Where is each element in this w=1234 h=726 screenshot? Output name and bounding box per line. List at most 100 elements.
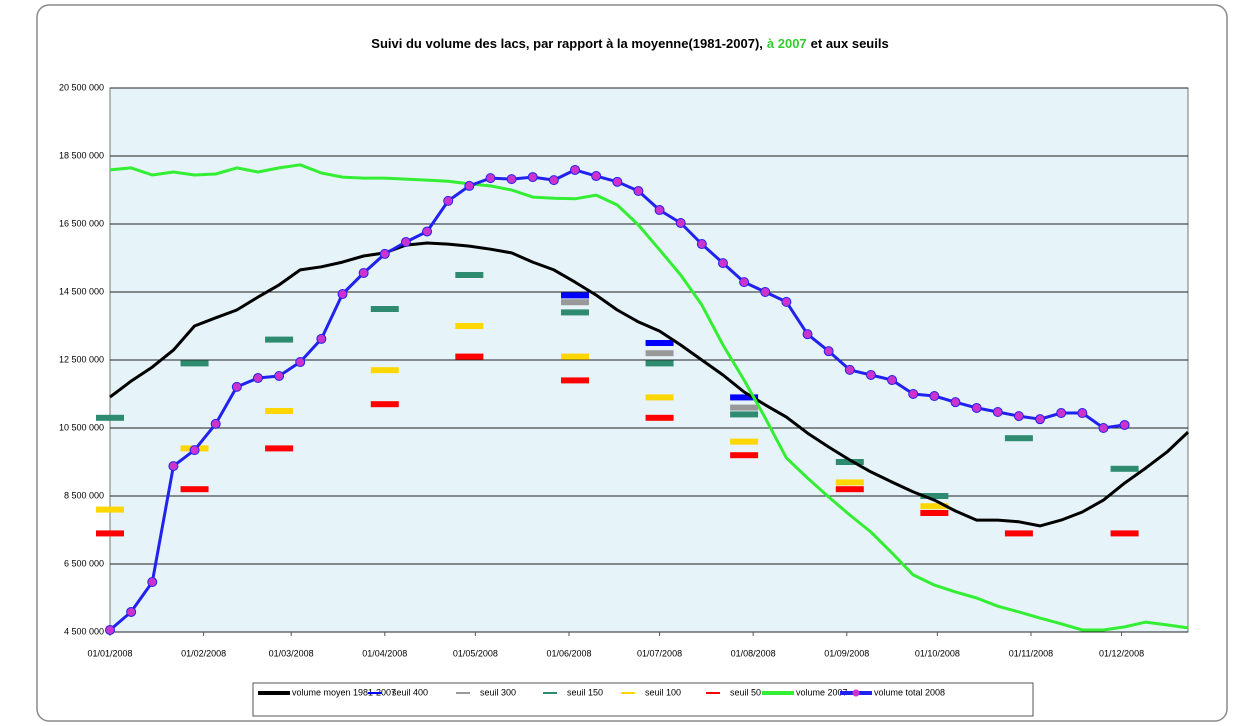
x-tick-label: 01/10/2008 [915, 648, 960, 658]
y-tick-label: 20 500 000 [59, 82, 104, 92]
threshold-marker [835, 459, 864, 465]
series-marker [1077, 408, 1088, 419]
series-marker [274, 370, 285, 381]
series-marker [654, 205, 665, 216]
x-tick-label: 01/08/2008 [731, 648, 776, 658]
threshold-marker [645, 394, 674, 401]
y-tick-label: 10 500 000 [59, 422, 104, 432]
threshold-marker [265, 408, 294, 414]
threshold-marker [180, 360, 209, 367]
series-marker [358, 267, 369, 278]
series-marker [971, 402, 982, 413]
series-marker [612, 176, 623, 187]
legend-label: seuil 100 [645, 687, 681, 697]
threshold-marker [265, 336, 294, 343]
threshold-marker [920, 510, 949, 516]
x-tick-label: 01/05/2008 [453, 648, 498, 658]
series-marker [168, 461, 179, 472]
series-marker [443, 195, 454, 206]
series-marker [126, 606, 137, 617]
series-marker [992, 407, 1003, 418]
x-tick-label: 01/03/2008 [269, 648, 314, 658]
series-marker [485, 173, 496, 184]
series-marker [802, 329, 813, 340]
series-marker [1119, 419, 1130, 430]
threshold-marker [96, 414, 124, 421]
series-marker [696, 239, 707, 250]
legend-box [252, 682, 1034, 717]
threshold-marker [835, 479, 864, 486]
legend-label: seuil 150 [567, 687, 603, 697]
series-marker [189, 445, 200, 456]
series-marker [422, 226, 433, 237]
legend-label: seuil 400 [392, 687, 428, 697]
x-tick-label: 01/01/2008 [87, 648, 132, 658]
threshold-marker [370, 367, 399, 374]
series-marker [210, 418, 221, 429]
x-tick-label: 01/04/2008 [362, 648, 407, 658]
series-marker [337, 289, 348, 300]
series-marker [717, 258, 728, 269]
series-marker [675, 217, 686, 228]
threshold-marker [96, 530, 124, 537]
title-highlight: à 2007 [767, 36, 807, 51]
series-line [109, 163, 1189, 632]
series-marker [1035, 414, 1046, 425]
y-tick-label: 4 500 000 [64, 626, 104, 636]
threshold-marker [645, 340, 674, 346]
y-tick-label: 12 500 000 [59, 354, 104, 364]
threshold-marker [920, 493, 949, 499]
x-tick-label: 01/07/2008 [637, 648, 682, 658]
threshold-marker [455, 323, 484, 329]
y-tick-label: 8 500 000 [64, 490, 104, 500]
legend-label: seuil 50 [730, 687, 761, 697]
threshold-marker [96, 506, 124, 513]
threshold-marker [920, 503, 949, 510]
legend-label: volume total 2008 [874, 687, 945, 697]
x-tick-label: 01/06/2008 [546, 648, 591, 658]
series-marker [781, 296, 792, 307]
series-marker [464, 180, 475, 191]
threshold-marker [730, 438, 759, 445]
threshold-marker [730, 394, 759, 401]
series-marker [1013, 411, 1024, 422]
series-marker [887, 375, 898, 386]
series-marker [591, 171, 602, 182]
series-marker [506, 174, 517, 185]
series-marker [231, 381, 242, 392]
series-marker [908, 389, 919, 399]
chart-title: Suivi du volume des lacs, par rapport à … [371, 36, 888, 51]
legend-label: volume 2007 [796, 687, 848, 697]
series-marker [929, 391, 940, 402]
series-marker [844, 364, 855, 375]
x-tick-label: 01/09/2008 [824, 648, 869, 658]
series-marker [865, 369, 876, 380]
legend-swatch [852, 689, 860, 697]
threshold-marker [370, 306, 399, 312]
series-marker [739, 277, 750, 288]
title-part: Suivi du volume des lacs, par rapport à … [371, 36, 763, 51]
title-part: et aux seuils [811, 36, 889, 51]
x-tick-label: 01/02/2008 [181, 648, 226, 658]
threshold-marker [455, 353, 484, 360]
series-marker [950, 397, 961, 408]
legend-label: volume moyen 1981-2007 [292, 687, 396, 697]
threshold-marker [730, 404, 759, 411]
series-marker [823, 346, 834, 357]
threshold-marker [1110, 465, 1139, 472]
threshold-marker [1110, 530, 1139, 537]
series-marker [379, 248, 390, 259]
series-marker [570, 164, 581, 175]
threshold-marker [730, 411, 759, 418]
series-marker [760, 287, 771, 297]
series-marker [1056, 408, 1067, 419]
threshold-marker [561, 353, 590, 360]
series-marker [527, 172, 538, 183]
series-marker [252, 373, 263, 384]
series-marker [400, 237, 411, 248]
threshold-marker [1004, 530, 1033, 537]
series-marker [1098, 423, 1109, 433]
threshold-marker [561, 299, 590, 306]
series-marker [105, 624, 115, 635]
